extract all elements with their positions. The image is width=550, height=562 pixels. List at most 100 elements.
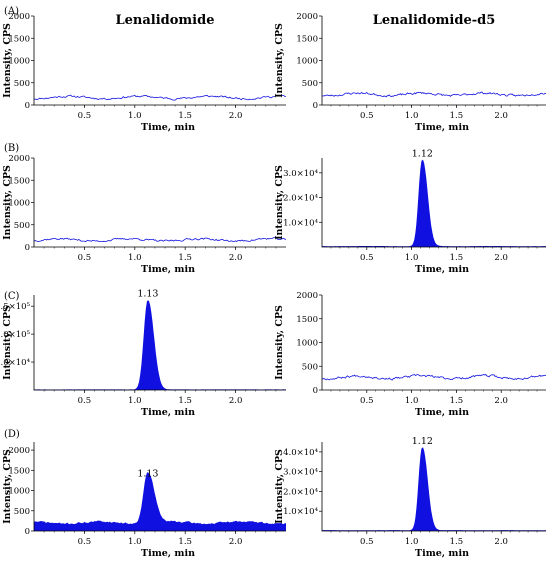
y-tick-label: 2000: [8, 446, 30, 456]
panel-label-b: (B): [4, 143, 19, 154]
x-tick-label: 0.5: [360, 111, 374, 121]
y-tick-label: 1000: [8, 487, 30, 497]
chromatogram-panel-b-lenalidomide: 0 500 1000 1500 2000 0.5 1.0 1.5 2.0 Time, min Int…: [2, 154, 287, 275]
x-axis-label: Time, min: [415, 122, 469, 133]
y-tick-label: 1500: [8, 176, 30, 186]
x-tick-label: 1.5: [178, 537, 192, 547]
y-tick-label: 1.0×10⁵: [0, 330, 31, 340]
x-tick-label: 0.5: [360, 253, 374, 263]
x-tick-label: 2.0: [229, 111, 243, 121]
x-axis-label: Time, min: [141, 407, 195, 418]
x-axis-label: Time, min: [141, 122, 195, 133]
x-axis-label: Time, min: [141, 264, 195, 275]
x-tick-label: 0.5: [360, 396, 374, 406]
y-tick-label: 4.0×10⁴: [283, 448, 318, 458]
x-tick-label: 1.5: [178, 253, 192, 263]
x-tick-label: 2.0: [229, 537, 243, 547]
y-tick-label: 2000: [8, 12, 30, 22]
x-tick-label: 2.0: [494, 253, 508, 263]
peak-retention-label: 1.12: [412, 148, 433, 159]
y-tick-label: 3.0×10⁴: [283, 468, 318, 478]
axes-frame: [33, 16, 286, 106]
column-title-lenalidomide-d5: Lenalidomide-d5: [373, 13, 496, 28]
y-axis-label: Intensity, CPS: [274, 449, 285, 524]
chromatogram-trace: [33, 472, 286, 526]
x-tick-label: 0.5: [78, 111, 92, 121]
chromatogram-panel-a-lenalidomide-d5: 0 500 1000 1500 2000 0.5 1.0 1.5 2.0 Time, min Int…: [274, 12, 547, 133]
y-tick-label: 2000: [8, 154, 30, 164]
y-axis-label: Intensity, CPS: [2, 449, 13, 524]
y-tick-label: 500: [302, 362, 318, 372]
peak-retention-label: 1.13: [137, 468, 158, 479]
x-tick-label: 1.5: [178, 396, 192, 406]
x-tick-label: 0.5: [78, 253, 92, 263]
axes-frame: [321, 442, 546, 532]
y-tick-label: 500: [302, 79, 318, 89]
y-axis-label: Intensity, CPS: [2, 23, 13, 98]
x-tick-label: 1.0: [405, 111, 419, 121]
x-tick-label: 1.5: [450, 537, 464, 547]
x-tick-label: 1.0: [405, 537, 419, 547]
y-tick-label: 0: [313, 386, 318, 396]
x-tick-label: 1.5: [450, 253, 464, 263]
y-tick-label: 1500: [8, 466, 30, 476]
axes-frame: [321, 158, 546, 248]
y-tick-label: 1500: [296, 34, 318, 44]
y-axis-label: Intensity, CPS: [2, 165, 13, 240]
x-tick-label: 0.5: [78, 537, 92, 547]
x-tick-label: 2.0: [229, 396, 243, 406]
y-tick-label: 2.0×10⁴: [283, 487, 318, 497]
x-tick-label: 0.5: [360, 537, 374, 547]
y-tick-label: 0: [313, 101, 318, 111]
y-tick-label: 2000: [296, 291, 318, 301]
y-tick-label: 500: [14, 221, 30, 231]
y-axis-label: Intensity, CPS: [274, 23, 285, 98]
chromatogram-panel-d-lenalidomide: 0 500 1000 1500 2000 0.5 1.0 1.5 2.0 Time, min Int…: [2, 442, 286, 559]
axes-frame: [33, 295, 286, 391]
x-axis-label: Time, min: [415, 548, 469, 559]
x-tick-label: 1.5: [450, 111, 464, 121]
x-tick-label: 2.0: [494, 537, 508, 547]
panel-label-c: (C): [4, 291, 20, 302]
chromatogram-trace: [322, 159, 546, 248]
x-tick-label: 1.5: [178, 111, 192, 121]
y-tick-label: 2.0×10⁴: [283, 194, 318, 204]
x-tick-label: 1.0: [128, 537, 142, 547]
y-tick-label: 1500: [8, 34, 30, 44]
y-axis-label: Intensity, CPS: [2, 305, 13, 380]
peak-area: [322, 160, 546, 247]
y-tick-label: 1000: [8, 57, 30, 67]
x-tick-label: 2.0: [229, 253, 243, 263]
column-title-lenalidomide: Lenalidomide: [116, 13, 215, 28]
peak-retention-label: 1.13: [137, 289, 158, 300]
y-tick-label: 0: [25, 243, 30, 253]
y-tick-label: 5.0×10⁴: [0, 358, 31, 368]
x-tick-label: 1.0: [128, 396, 142, 406]
chromatogram-panel-c-lenalidomide-d5: 0 500 1000 1500 2000 0.5 1.0 1.5 2.0 Time, min Int…: [274, 291, 547, 418]
y-tick-label: 0: [25, 527, 30, 537]
y-tick-label: 3.0×10⁴: [283, 169, 318, 179]
axes-frame: [33, 158, 286, 248]
y-tick-label: 1.0×10⁴: [283, 218, 318, 228]
chromatogram-trace: [321, 373, 547, 381]
y-tick-label: 1500: [296, 315, 318, 325]
y-tick-label: 1000: [296, 339, 318, 349]
x-tick-label: 2.0: [494, 396, 508, 406]
axes-frame: [321, 16, 546, 106]
x-tick-label: 1.0: [128, 111, 142, 121]
x-tick-label: 1.0: [128, 253, 142, 263]
x-tick-label: 1.5: [450, 396, 464, 406]
chromatogram-trace: [321, 91, 547, 98]
y-tick-label: 1.0×10⁴: [283, 507, 318, 517]
x-tick-label: 1.0: [405, 396, 419, 406]
peak-area: [34, 472, 286, 531]
x-tick-label: 1.0: [405, 253, 419, 263]
x-axis-label: Time, min: [415, 407, 469, 418]
x-axis-label: Time, min: [141, 548, 195, 559]
chromatogram-trace: [322, 447, 546, 532]
peak-area: [34, 301, 286, 390]
y-tick-label: 1000: [296, 57, 318, 67]
y-tick-label: 500: [14, 507, 30, 517]
peak-retention-label: 1.12: [412, 436, 433, 447]
